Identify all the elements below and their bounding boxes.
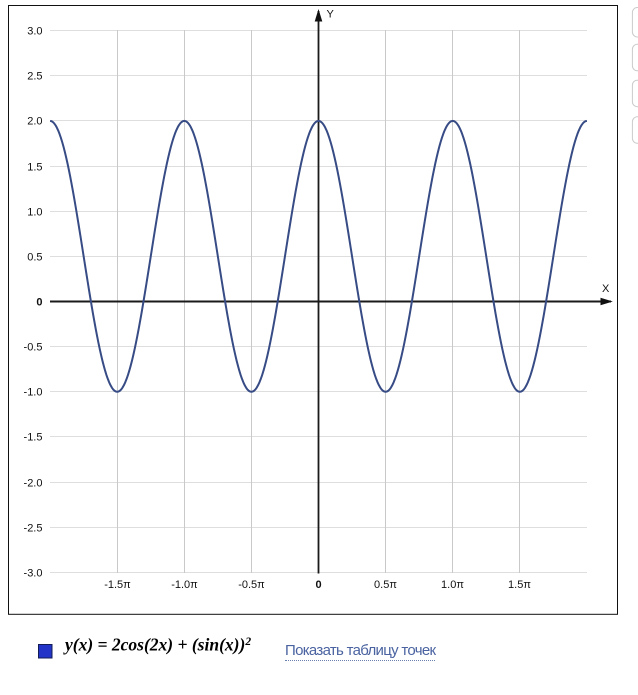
svg-text:-1.0π: -1.0π bbox=[171, 579, 198, 591]
svg-text:2.5: 2.5 bbox=[27, 70, 42, 82]
svg-text:-0.5π: -0.5π bbox=[238, 579, 265, 591]
svg-text:0: 0 bbox=[315, 579, 321, 591]
svg-text:-1.5π: -1.5π bbox=[104, 579, 131, 591]
svg-text:0: 0 bbox=[36, 296, 42, 308]
svg-text:1.0: 1.0 bbox=[27, 206, 42, 218]
svg-text:1.5π: 1.5π bbox=[508, 579, 531, 591]
svg-text:-1.5: -1.5 bbox=[24, 431, 43, 443]
svg-text:X: X bbox=[602, 283, 610, 295]
svg-text:-3.0: -3.0 bbox=[24, 567, 43, 579]
svg-text:-0.5: -0.5 bbox=[24, 341, 43, 353]
svg-text:0.5π: 0.5π bbox=[374, 579, 397, 591]
svg-text:2.0: 2.0 bbox=[27, 115, 42, 127]
svg-text:-2.5: -2.5 bbox=[24, 522, 43, 534]
svg-text:-1.0: -1.0 bbox=[24, 386, 43, 398]
svg-text:1.0π: 1.0π bbox=[441, 579, 464, 591]
svg-text:3.0: 3.0 bbox=[27, 25, 42, 37]
svg-text:0.5: 0.5 bbox=[27, 251, 42, 263]
svg-text:Y: Y bbox=[327, 9, 335, 21]
svg-text:1.5: 1.5 bbox=[27, 161, 42, 173]
svg-text:-2.0: -2.0 bbox=[24, 477, 43, 489]
